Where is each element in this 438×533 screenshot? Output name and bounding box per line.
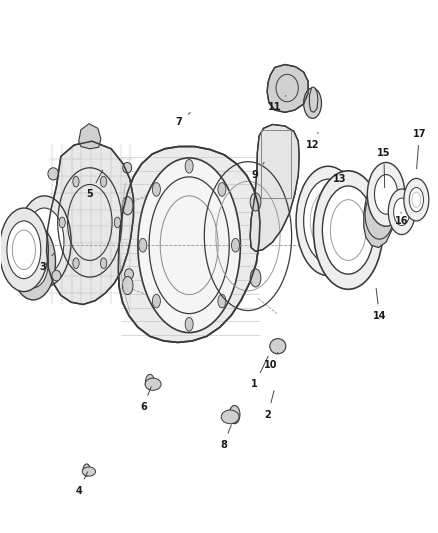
Ellipse shape	[123, 163, 132, 173]
Text: 11: 11	[268, 95, 286, 112]
Circle shape	[152, 182, 160, 196]
Text: 7: 7	[176, 112, 190, 127]
Circle shape	[59, 217, 65, 228]
Circle shape	[114, 217, 120, 228]
Text: 9: 9	[251, 163, 264, 180]
Text: 17: 17	[413, 128, 426, 169]
Circle shape	[152, 294, 160, 308]
Polygon shape	[118, 147, 260, 342]
Text: 2: 2	[265, 391, 274, 419]
Text: 15: 15	[377, 148, 391, 188]
Polygon shape	[309, 87, 318, 112]
Ellipse shape	[0, 208, 48, 292]
Circle shape	[73, 258, 79, 269]
Ellipse shape	[52, 270, 61, 281]
Polygon shape	[46, 141, 134, 304]
Ellipse shape	[25, 208, 64, 275]
Ellipse shape	[145, 378, 161, 390]
Circle shape	[185, 159, 193, 173]
Circle shape	[231, 238, 240, 252]
Circle shape	[100, 258, 107, 269]
Circle shape	[218, 182, 226, 196]
Ellipse shape	[122, 277, 133, 295]
Polygon shape	[364, 181, 395, 247]
Text: 3: 3	[40, 254, 54, 271]
Ellipse shape	[250, 269, 261, 287]
Text: 8: 8	[220, 425, 231, 450]
Ellipse shape	[82, 467, 95, 476]
Polygon shape	[250, 125, 299, 252]
Ellipse shape	[389, 189, 415, 235]
Ellipse shape	[374, 175, 398, 214]
Text: 10: 10	[264, 352, 278, 370]
Ellipse shape	[314, 171, 383, 289]
Circle shape	[73, 176, 79, 187]
Ellipse shape	[221, 410, 239, 424]
Text: 13: 13	[332, 171, 346, 184]
Ellipse shape	[138, 158, 240, 333]
Ellipse shape	[394, 198, 410, 225]
Circle shape	[185, 317, 193, 331]
Text: 4: 4	[75, 472, 88, 496]
Polygon shape	[267, 64, 308, 112]
Circle shape	[304, 88, 321, 118]
Circle shape	[145, 374, 155, 390]
Ellipse shape	[270, 338, 286, 354]
Polygon shape	[79, 124, 101, 149]
Text: 6: 6	[140, 387, 151, 412]
Ellipse shape	[11, 224, 56, 300]
Text: 5: 5	[86, 170, 103, 199]
Ellipse shape	[48, 168, 59, 180]
Ellipse shape	[304, 179, 353, 263]
Circle shape	[139, 238, 147, 252]
Ellipse shape	[296, 166, 360, 276]
Ellipse shape	[367, 163, 405, 226]
Ellipse shape	[322, 186, 374, 274]
Ellipse shape	[250, 193, 261, 211]
Circle shape	[229, 406, 240, 424]
Text: 16: 16	[395, 212, 408, 226]
Ellipse shape	[404, 179, 429, 221]
Ellipse shape	[7, 221, 41, 279]
Text: 14: 14	[373, 288, 386, 321]
Ellipse shape	[18, 196, 71, 287]
Ellipse shape	[122, 197, 133, 215]
Text: 1: 1	[251, 357, 268, 389]
Text: 12: 12	[306, 132, 319, 150]
Ellipse shape	[409, 188, 424, 212]
Ellipse shape	[18, 236, 48, 288]
Ellipse shape	[124, 269, 134, 279]
Circle shape	[83, 464, 90, 476]
Circle shape	[100, 176, 107, 187]
Circle shape	[218, 294, 226, 308]
